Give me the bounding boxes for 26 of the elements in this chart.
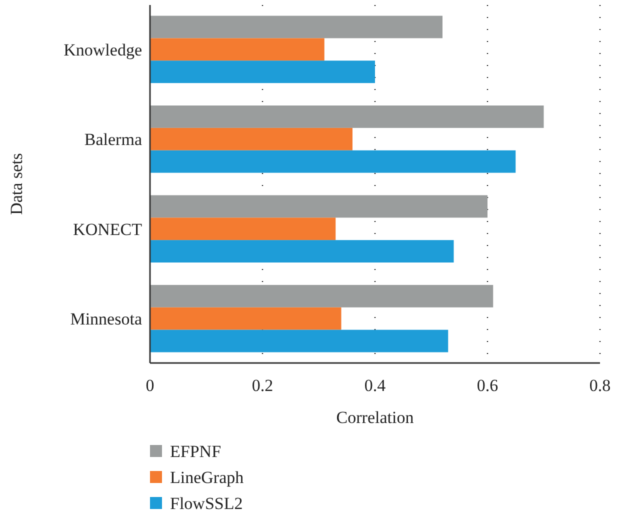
bar: [150, 240, 454, 263]
x-tick-label: 0.4: [364, 376, 386, 395]
bar: [150, 60, 375, 84]
x-tick-label: 0.2: [252, 376, 274, 395]
y-tick-label: Knowledge: [64, 40, 142, 60]
bar: [150, 284, 494, 308]
legend-label: EFPNF: [170, 442, 222, 461]
y-axis-title: Data sets: [7, 153, 26, 215]
y-tick-label: Balerma: [84, 130, 142, 150]
bar: [150, 330, 448, 352]
x-tick-label: 0.6: [476, 376, 498, 395]
x-axis-title: Correlation: [336, 408, 414, 427]
bar: [150, 218, 336, 240]
legend-label: LineGraph: [170, 468, 244, 487]
bar: [150, 307, 342, 330]
bar: [150, 128, 352, 150]
bar: [150, 150, 516, 173]
y-tick-label: Minnesota: [70, 310, 142, 329]
bar: [150, 38, 324, 61]
bar: [150, 105, 544, 128]
y-tick-label: KONECT: [73, 220, 143, 239]
x-tick-label: 0.8: [589, 376, 611, 395]
legend-label: FlowSSL2: [170, 494, 243, 513]
x-tick-label: 0: [146, 376, 154, 395]
bar: [150, 195, 488, 218]
bar: [150, 16, 442, 38]
